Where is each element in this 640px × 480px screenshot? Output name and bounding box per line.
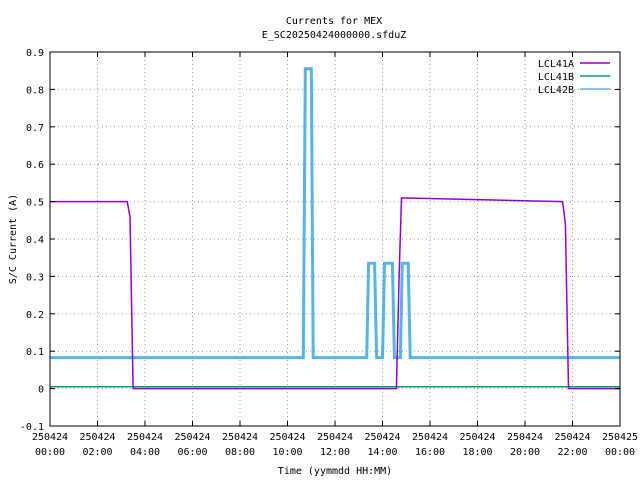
y-tick-label: 0.9 [26, 48, 44, 59]
x-tick-date: 250424 [507, 432, 543, 443]
y-tick-label: 0.2 [26, 310, 44, 321]
x-tick-time: 02:00 [82, 447, 112, 458]
x-tick-date: 250424 [127, 432, 163, 443]
x-tick-time: 04:00 [130, 447, 160, 458]
y-tick-label: 0.6 [26, 160, 44, 171]
y-tick-label: 0.1 [26, 347, 44, 358]
x-tick-time: 20:00 [510, 447, 540, 458]
series-line-lcl42b [50, 67, 620, 360]
x-tick-time: 08:00 [225, 447, 255, 458]
y-tick-label: 0 [38, 385, 44, 396]
x-tick-time: 14:00 [367, 447, 397, 458]
x-tick-date: 250424 [79, 432, 115, 443]
x-tick-date: 250424 [412, 432, 448, 443]
legend-label-lcl41b: LCL41B [538, 72, 574, 83]
legend-label-lcl42b: LCL42B [538, 85, 574, 96]
x-tick-date: 250425 [602, 432, 638, 443]
y-tick-label: 0.8 [26, 85, 44, 96]
x-tick-date: 250424 [174, 432, 210, 443]
y-axis-label: S/C Current (A) [8, 194, 19, 284]
chart-subtitle: E_SC20250424000000.sfduZ [262, 30, 407, 41]
x-tick-time: 00:00 [35, 447, 65, 458]
chart-title: Currents for MEX [286, 16, 382, 27]
legend-label-lcl41a: LCL41A [538, 59, 574, 70]
y-tick-label: 0.5 [26, 198, 44, 209]
x-tick-date: 250424 [317, 432, 353, 443]
x-tick-time: 16:00 [415, 447, 445, 458]
x-tick-time: 06:00 [177, 447, 207, 458]
series-layer [50, 67, 620, 390]
y-tick-label: 0.4 [26, 235, 44, 246]
x-tick-time: 18:00 [462, 447, 492, 458]
x-tick-time: 10:00 [272, 447, 302, 458]
legend: LCL41A LCL41B LCL42B [538, 59, 610, 96]
y-tick-label: -0.1 [20, 422, 44, 433]
grid [50, 52, 620, 426]
axis-ticks: -0.1 0 0.1 0.2 0.3 0.4 0.5 0.6 0.7 0.8 0.9 250424 00… [20, 48, 638, 458]
x-tick-date: 250424 [222, 432, 258, 443]
x-axis-label: Time (yymmdd HH:MM) [278, 466, 392, 477]
series-line-lcl41a [50, 197, 620, 390]
x-tick-date: 250424 [364, 432, 400, 443]
y-tick-label: 0.3 [26, 272, 44, 283]
x-tick-date: 250424 [32, 432, 68, 443]
y-tick-label: 0.7 [26, 123, 44, 134]
x-tick-date: 250424 [459, 432, 495, 443]
x-tick-date: 250424 [269, 432, 305, 443]
x-tick-time: 12:00 [320, 447, 350, 458]
x-tick-date: 250424 [554, 432, 590, 443]
x-tick-time: 00:00 [605, 447, 635, 458]
x-tick-time: 22:00 [557, 447, 587, 458]
